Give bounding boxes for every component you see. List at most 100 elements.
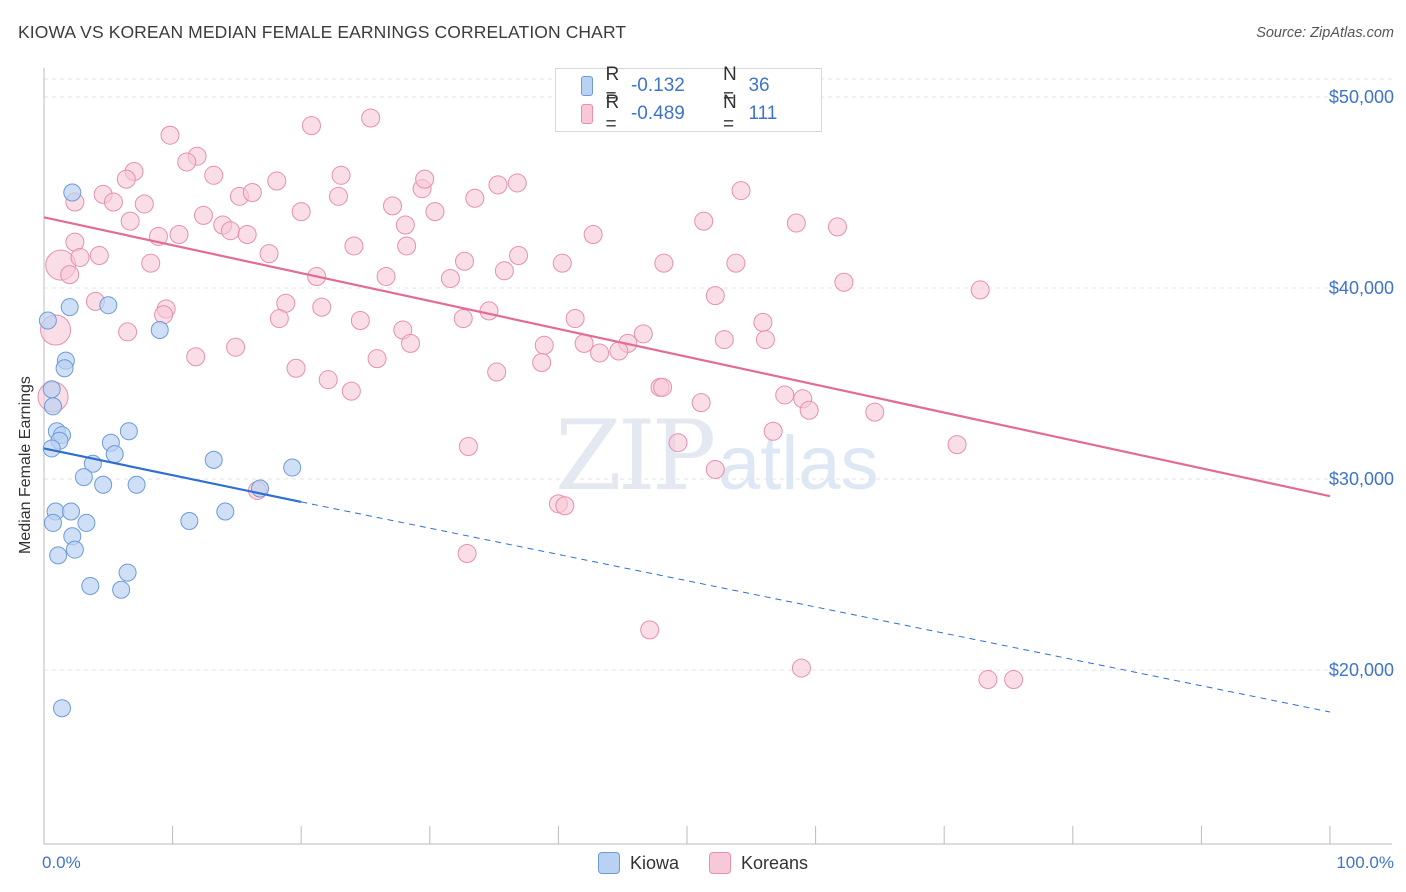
- kiowa-point: [38, 311, 57, 330]
- korean-point: [534, 335, 554, 355]
- legend-n-value: 111: [748, 103, 778, 124]
- korean-point: [120, 211, 140, 231]
- korean-point: [401, 333, 421, 353]
- kiowa-point: [180, 512, 199, 531]
- y-tick-label: $30,000: [1328, 469, 1394, 489]
- korean-point: [154, 305, 174, 325]
- korean-point: [640, 620, 660, 640]
- korean-point: [827, 217, 847, 237]
- korean-point: [753, 312, 773, 332]
- kiowa-swatch: [581, 76, 594, 96]
- korean-point: [714, 330, 734, 350]
- x-tick-label-max: 100.0%: [1336, 853, 1394, 872]
- korean-point: [350, 310, 370, 330]
- y-tick-label: $50,000: [1328, 87, 1394, 107]
- korean-point: [705, 286, 725, 306]
- korean-point: [457, 543, 477, 563]
- korean-point: [694, 211, 714, 231]
- korean-point: [341, 381, 361, 401]
- legend-r-label: R =: [605, 92, 620, 135]
- y-axis-label: Median Female Earnings: [17, 376, 34, 554]
- kiowa-point: [42, 439, 61, 458]
- x-tick-label-min: 0.0%: [42, 853, 81, 872]
- korean-point: [583, 225, 603, 245]
- kiowa-point: [81, 576, 100, 595]
- chart-source: Source: ZipAtlas.com: [1256, 25, 1394, 41]
- korean-point: [487, 362, 507, 382]
- korean-point: [169, 225, 189, 245]
- kiowa-trend-line: [43, 447, 302, 503]
- kiowa-point: [49, 546, 68, 565]
- legend-item-kiowa[interactable]: Kiowa: [597, 852, 679, 874]
- korean-point: [226, 337, 246, 357]
- korean-point: [763, 421, 783, 441]
- korean-point: [318, 370, 338, 390]
- kiowa-point: [44, 397, 63, 416]
- kiowa-point: [119, 422, 138, 441]
- kiowa-point: [204, 450, 223, 469]
- korean-point: [555, 496, 575, 516]
- kiowa-point: [42, 380, 61, 399]
- kiowa-point: [65, 540, 84, 559]
- legend-r-value: -0.489: [630, 103, 685, 124]
- korean-point: [755, 330, 775, 350]
- legend-item-koreans[interactable]: Koreans: [708, 852, 809, 874]
- watermark-atlas: atlas: [718, 421, 879, 506]
- korean-point: [731, 181, 751, 201]
- korean-point: [267, 171, 287, 191]
- legend-row-koreans: R = -0.489 N = 111: [556, 92, 828, 135]
- korean-point: [220, 221, 240, 241]
- korean-point: [488, 175, 508, 195]
- korean-point: [565, 309, 585, 329]
- korean-point: [465, 188, 485, 208]
- kiowa-point: [216, 502, 235, 521]
- korean-point: [453, 309, 473, 329]
- korean-point: [160, 125, 180, 145]
- korean-point: [668, 433, 688, 453]
- kiowa-point: [55, 359, 74, 378]
- legend-r-value: -0.132: [630, 75, 685, 96]
- legend-label-koreans: Koreans: [740, 852, 809, 873]
- kiowa-legend-swatch: [597, 852, 620, 874]
- korean-point: [328, 186, 348, 206]
- y-tick-label: $20,000: [1328, 660, 1394, 680]
- korean-point: [376, 267, 396, 287]
- korean-point: [509, 246, 529, 266]
- kiowa-point: [74, 468, 93, 487]
- korean-point: [301, 116, 321, 136]
- kiowa-point: [283, 458, 302, 477]
- kiowa-trend-extension: [301, 501, 1331, 713]
- korean-point: [479, 301, 499, 321]
- kiowa-point: [150, 321, 169, 340]
- korean-point: [1004, 670, 1024, 690]
- korean-point: [455, 251, 475, 271]
- legend-n-value: 36: [748, 75, 770, 96]
- korean-point: [134, 194, 154, 214]
- legend-row-kiowa: R = -0.132 N = 36: [556, 64, 828, 107]
- legend-label-kiowa: Kiowa: [629, 852, 679, 873]
- korean-point: [633, 324, 653, 344]
- koreans-swatch: [581, 104, 594, 124]
- korean-point: [286, 358, 306, 378]
- korean-point: [786, 213, 806, 233]
- kiowa-point: [44, 513, 63, 532]
- korean-point: [186, 347, 206, 367]
- kiowa-point: [112, 580, 131, 599]
- korean-point: [532, 352, 552, 372]
- korean-point: [574, 333, 594, 353]
- korean-point: [193, 205, 213, 225]
- korean-point: [331, 165, 351, 185]
- korean-point: [367, 349, 387, 369]
- korean-point: [89, 246, 109, 266]
- kiowa-point: [118, 563, 137, 582]
- stats-legend: R = -0.132 N = 36 R = -0.489 N = 111: [555, 64, 822, 135]
- kiowa-point: [105, 445, 124, 464]
- korean-point: [269, 309, 289, 329]
- korean-point: [791, 658, 811, 678]
- korean-point: [691, 393, 711, 413]
- korean-point: [865, 402, 885, 422]
- korean-point: [383, 196, 403, 216]
- korean-point: [494, 261, 514, 281]
- koreans-trend-line: [43, 216, 1331, 498]
